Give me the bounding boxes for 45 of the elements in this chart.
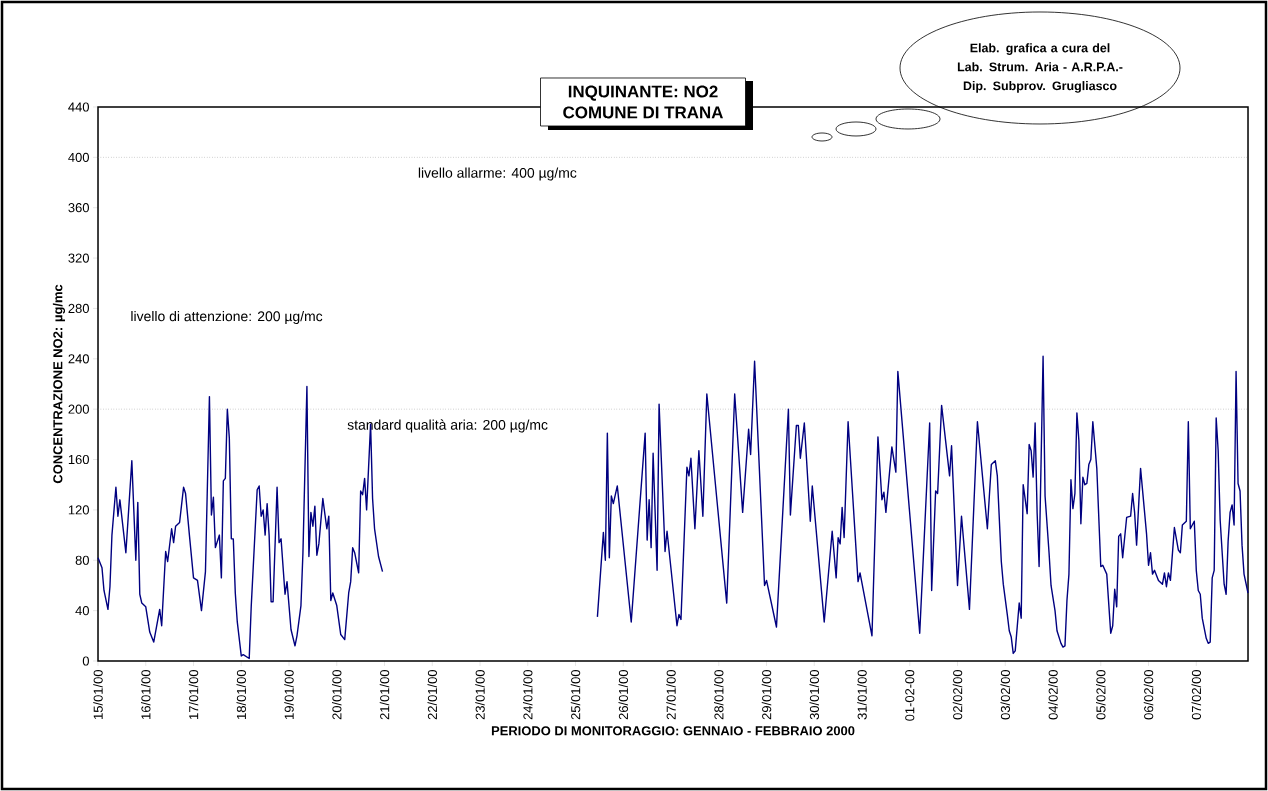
x-tick-label: 22/01/00 (427, 670, 438, 720)
y-tick-label: 360 (68, 203, 89, 213)
y-tick-label: 0 (82, 656, 89, 666)
x-tick-label: 23/01/00 (475, 670, 485, 720)
x-tick-label: 03/02/00 (1000, 670, 1011, 720)
line-series (596, 355, 1249, 655)
x-tick-label: 07/02/00 (1191, 670, 1202, 720)
y-tick-label: 120 (68, 505, 89, 515)
ref-line-label: standard qualità aria: 200 µg/mc (347, 419, 548, 433)
x-tick-label: 21/01/00 (379, 670, 390, 720)
x-tick-label: 18/01/00 (236, 670, 247, 719)
x-tick-label: 24/01/00 (523, 670, 533, 720)
y-axis-title: CONCENTRAZIONE NO2: µg/mc (52, 284, 66, 484)
x-tick-label: 29/01/00 (761, 670, 772, 720)
x-tick-label: 17/01/00 (188, 670, 199, 719)
x-tick-label: 02/02/00 (952, 670, 963, 720)
y-tick-label: 160 (68, 454, 89, 465)
y-tick-label: 320 (68, 253, 89, 263)
x-tick-label: 05/02/00 (1096, 670, 1106, 720)
ref-line-label: livello allarme: 400 µg/mc (418, 167, 577, 181)
text: Elab. grafica a cura del Lab. Strum. Aria - A.R.P.A.- Dip. Subprov. Grugliasco (957, 43, 1123, 93)
y-tick-label: 280 (68, 303, 89, 314)
y-tick-label: 40 (75, 606, 89, 616)
x-tick-label: 31/01/00 (857, 670, 867, 720)
annotation: livello di attenzione: 200 µg/mc (131, 311, 323, 324)
y-tick-label: 400 (68, 152, 89, 162)
y-tick-label: 440 (68, 102, 89, 112)
chart-subtitle: COMUNE DI TRANA (563, 106, 723, 119)
x-tick-label: 16/01/00 (141, 670, 151, 719)
y-tick-label: 200 (68, 404, 89, 414)
x-tick-label: 19/01/00 (284, 670, 294, 719)
x-tick-label: 20/01/00 (332, 670, 342, 720)
x-tick-label: 04/02/00 (1048, 670, 1058, 720)
y-tick-label: 240 (68, 354, 89, 364)
y-tick-label: 80 (75, 555, 89, 565)
x-tick-label: 27/01/00 (666, 670, 676, 720)
x-tick-label: 28/01/00 (714, 670, 724, 720)
x-tick-label: 25/01/00 (570, 670, 581, 720)
x-tick-label: 01-02-00 (905, 670, 915, 721)
x-tick-label: 30/01/00 (809, 670, 820, 720)
chart-title: INQUINANTE: NO2 (568, 85, 718, 101)
x-axis-title: PERIODO DI MONITORAGGIO: GENNAIO - FEBBRAIO 2000 (491, 726, 855, 736)
x-tick-label: 26/01/00 (618, 670, 629, 720)
x-tick-label: 15/01/00 (93, 670, 103, 719)
x-tick-label: 06/02/00 (1143, 670, 1154, 720)
